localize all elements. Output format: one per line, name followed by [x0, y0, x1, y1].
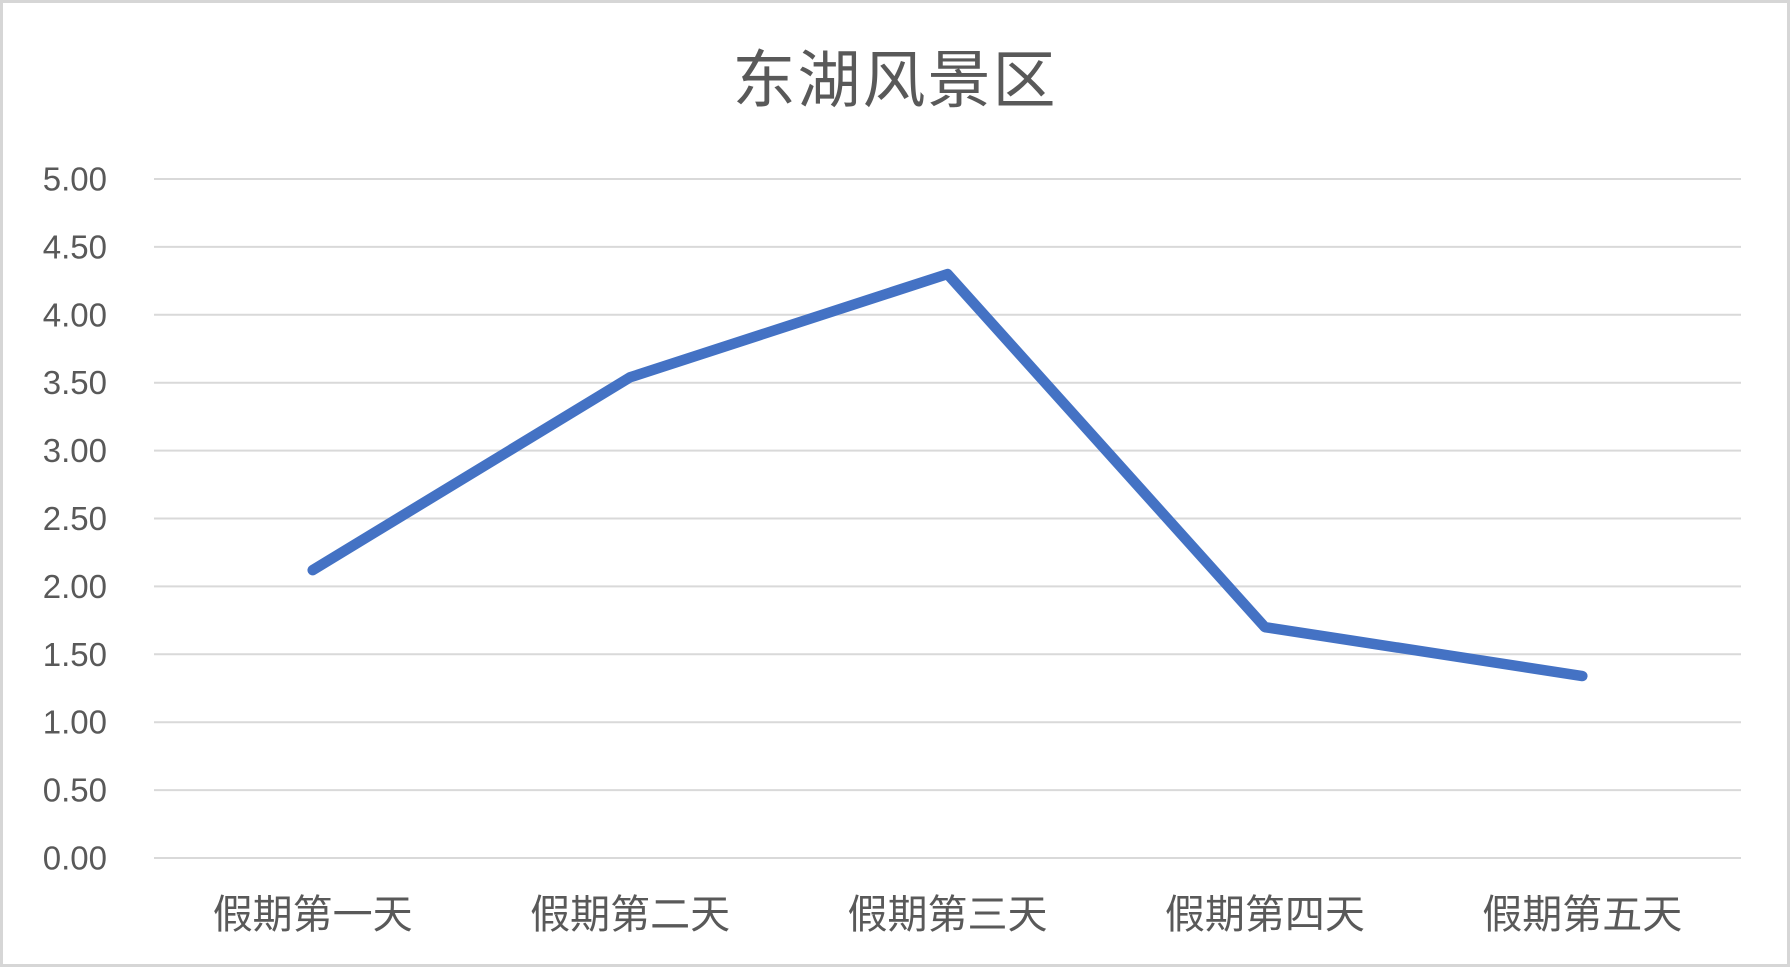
data-series-line — [307, 268, 1588, 682]
x-axis-label: 假期第四天 — [1165, 892, 1365, 937]
x-axis-label: 假期第二天 — [530, 892, 730, 937]
y-tick-label: 2.00 — [43, 568, 107, 605]
y-tick-label: 1.00 — [43, 704, 107, 741]
chart-title: 东湖风景区 — [732, 46, 1058, 116]
y-tick-label: 4.50 — [43, 228, 107, 265]
y-tick-label: 2.50 — [43, 500, 107, 537]
plot-area: 0.00 0.50 1.00 1.50 2.00 2.50 3.00 3.50 4.00 4.50… — [43, 161, 1741, 937]
y-tick-label: 0.50 — [43, 772, 107, 809]
y-tick-label: 4.00 — [43, 296, 107, 333]
x-axis-label: 假期第一天 — [213, 892, 413, 937]
y-tick-label: 0.00 — [43, 840, 107, 877]
y-tick-label: 5.00 — [43, 161, 107, 198]
x-axis-label: 假期第三天 — [848, 892, 1048, 937]
y-tick-label: 3.00 — [43, 432, 107, 469]
y-tick-label: 3.50 — [43, 364, 107, 401]
y-tick-label: 1.50 — [43, 636, 107, 673]
x-axis-label: 假期第五天 — [1482, 892, 1682, 937]
